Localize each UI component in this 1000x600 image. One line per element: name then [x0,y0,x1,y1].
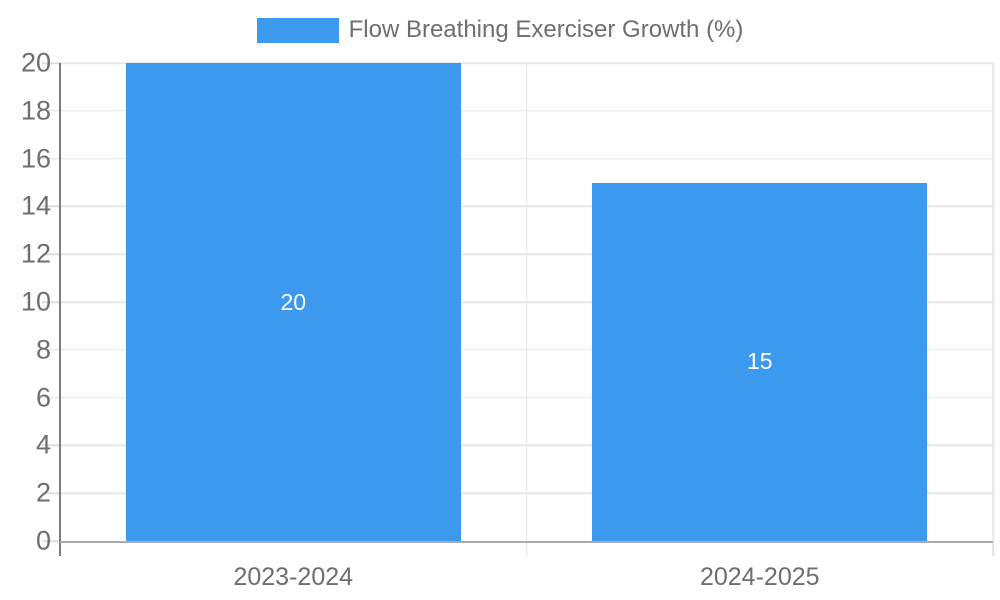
y-tick-label: 10 [20,286,51,317]
y-axis-tick [42,205,60,208]
y-tick-label: 18 [20,95,51,126]
y-axis-tick [42,540,60,542]
bar-value-label: 15 [746,348,773,375]
legend-swatch-icon [256,17,339,43]
x-axis-line [60,541,993,543]
y-tick-label: 20 [20,47,51,78]
y-tick-label: 8 [35,334,51,365]
bar[interactable]: 20 [125,63,461,541]
y-tick-label: 4 [35,429,51,460]
y-axis-line [59,63,61,556]
y-tick-label: 14 [20,190,51,221]
y-axis-tick [42,157,60,160]
x-axis-tick [992,541,994,556]
y-axis-tick [42,396,60,399]
bar[interactable]: 15 [592,182,928,541]
y-axis-tick [42,110,60,112]
x-tick-label: 2024-2025 [699,563,820,591]
y-tick-label: 6 [35,382,51,413]
y-tick-label: 0 [35,525,51,556]
y-axis-tick [42,444,60,447]
y-tick-label: 12 [20,238,51,269]
y-axis-tick [42,492,60,494]
y-tick-label: 16 [20,143,51,174]
y-axis-tick [42,349,60,351]
legend-label: Flow Breathing Exerciser Growth (%) [348,16,744,43]
x-axis-tick [525,541,528,556]
plot-area: 0 2 4 6 8 10 12 14 16 18 20 20 2023-2024 15 2024-2025 [21,49,994,591]
x-tick-label: 2023-2024 [233,563,354,591]
y-tick-label: 2 [35,477,51,508]
bar-value-label: 20 [280,288,307,315]
y-axis-tick [42,301,60,303]
category-separator [992,63,994,541]
y-axis-tick [42,253,60,255]
category-separator [525,63,528,541]
legend-item[interactable]: Flow Breathing Exerciser Growth (%) [0,16,1000,44]
y-axis-tick [42,62,60,64]
